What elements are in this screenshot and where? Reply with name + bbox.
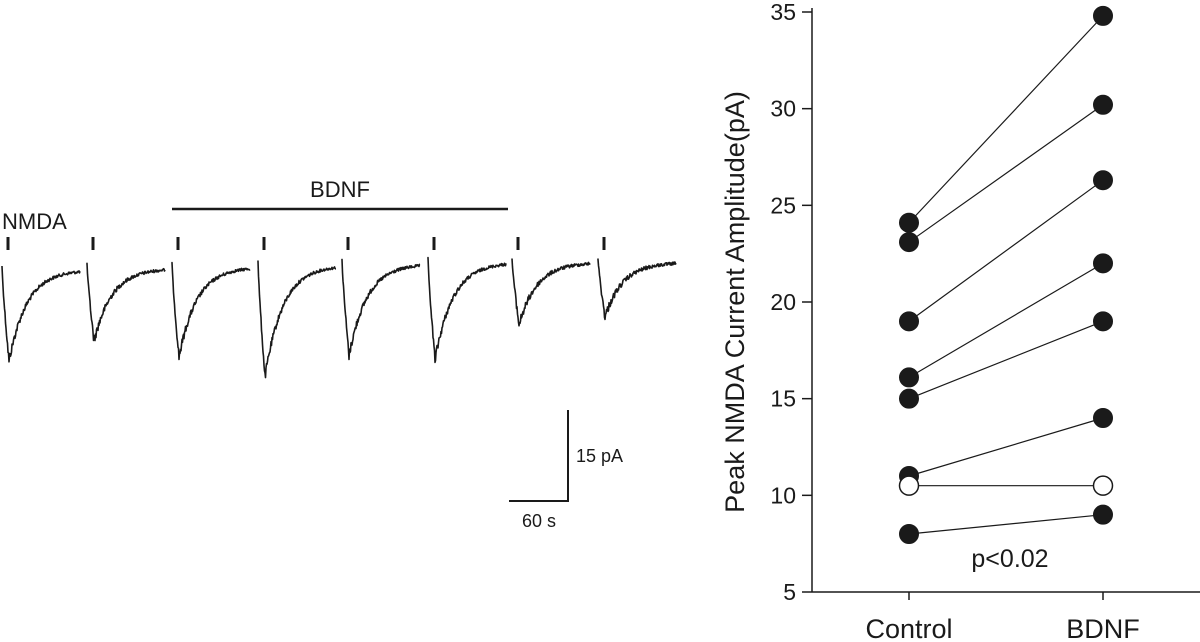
bdnf-point [1093,5,1113,26]
stimulus-ticks [6,237,606,250]
pair-line [908,104,1104,243]
y-tick-label: 25 [770,192,796,218]
trace-panel: NMDA BDNF 15 pA 60 s [1,177,677,531]
stimulus-tick [91,237,95,250]
scale-bar-current-label: 15 pA [576,446,623,466]
bdnf-point [1093,170,1113,191]
y-tick-label: 15 [770,386,796,412]
current-traces [1,256,677,379]
bdnf-point [1093,504,1113,525]
x-tick-label: Control [865,614,952,642]
paired-amplitude-chart: Peak NMDA Current Amplitude(pA) 5 10 15 20 2… [720,0,1200,642]
data-points [898,5,1114,544]
current-trace [341,258,421,361]
y-tick-label: 30 [770,96,796,122]
bdnf-point [1092,475,1114,496]
y-tick-label: 20 [770,289,796,315]
y-tick-label: 10 [770,482,796,508]
axes: 5 10 15 20 25 30 35 Control BDNF [770,0,1200,642]
control-point [898,475,920,496]
scale-bar: 15 pA 60 s [509,410,623,531]
stimulus-tick [516,237,520,250]
control-point [899,311,919,332]
control-point [899,367,919,388]
current-trace [511,257,591,327]
y-tick-label: 35 [770,0,796,25]
pair-line [908,262,1104,378]
stimulus-tick [346,237,350,250]
bdnf-point [1093,311,1113,332]
p-value-annotation: p<0.02 [971,545,1048,573]
current-trace [86,262,166,342]
control-point [899,388,919,409]
current-trace [171,261,251,361]
control-point [899,212,919,233]
stimulus-tick [176,237,180,250]
stimulus-tick [432,237,436,250]
stimulus-tick [6,237,10,250]
y-tick-label: 5 [783,579,796,605]
control-point [899,524,919,544]
bdnf-point [1093,94,1113,115]
current-trace [597,258,677,321]
pair-line [908,15,1104,224]
control-point [899,232,919,253]
pair-line [908,320,1104,400]
stimulus-tick [262,237,266,250]
current-trace [427,256,507,364]
bdnf-point [1093,408,1113,428]
stimulus-tick [602,237,606,250]
pair-line [908,514,1104,535]
current-trace [1,265,81,363]
current-trace [257,260,337,379]
y-axis-label: Peak NMDA Current Amplitude(pA) [720,91,750,513]
pair-line [908,179,1104,322]
pair-line [908,417,1104,477]
nmda-label: NMDA [2,209,67,234]
bdnf-point [1093,253,1113,274]
bdnf-treatment-label: BDNF [310,177,370,202]
scale-bar-time-label: 60 s [522,511,556,531]
pair-lines [908,15,1104,535]
x-tick-label: BDNF [1066,614,1140,642]
